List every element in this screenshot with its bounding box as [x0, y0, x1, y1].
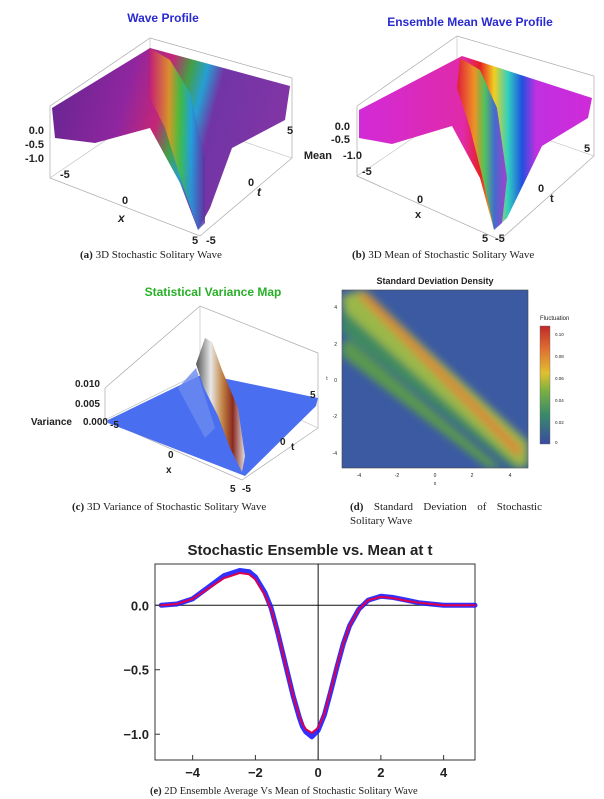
panel-d-cbar-tick-3: 0.04: [555, 398, 564, 403]
panel-d-xlabel: x: [434, 481, 437, 487]
panel-c-ttick-0: -5: [242, 484, 251, 495]
panel-e-xtick-label: 4: [440, 765, 448, 780]
panel-d-caption-label: (d): [350, 501, 364, 513]
panel-d-ytick-1: 2: [334, 342, 337, 348]
panel-e-ytick-label: −0.5: [123, 663, 149, 678]
panel-a-surface: Wave Profile 0.0 -0.5 -1.0 -5 0 5 x -5 0…: [25, 11, 293, 247]
panel-a-xlabel: x: [117, 211, 126, 225]
panel-d-heatmap: Standard Deviation Density -4 -2 0 2 4 x…: [326, 276, 569, 487]
panel-d-caption: (d) Standard Deviation of Stochastic Sol…: [350, 500, 542, 528]
panel-a-ztick-2: -1.0: [25, 153, 44, 165]
panel-e-frame: [154, 563, 476, 761]
panel-b-ttick-1: 0: [538, 183, 544, 195]
panel-d-cbar-tick-2: 0.06: [555, 376, 564, 381]
panel-b-caption-text: 3D Mean of Stochastic Solitary Wave: [368, 249, 535, 261]
panel-b-xlabel: x: [415, 209, 422, 221]
panel-d-ylabel: t: [326, 376, 328, 382]
panel-d-xtick-3: 2: [471, 473, 474, 479]
panel-c-ztick-1: 0.005: [75, 399, 100, 410]
panel-c-ttick-2: 5: [310, 390, 316, 401]
panel-c-surface: Statistical Variance Map 0.010 0.005 0.0…: [31, 285, 319, 495]
panel-a-ztick-1: -0.5: [25, 139, 44, 151]
panel-c-caption: (c) 3D Variance of Stochastic Solitary W…: [72, 500, 312, 514]
panel-c-ztick-2: 0.000: [83, 417, 108, 428]
panel-e-xtick-label: −4: [185, 765, 201, 780]
panel-c-tlabel: t: [291, 442, 295, 453]
panel-e-series-mean: [160, 572, 476, 734]
panel-b-ztick-1: -0.5: [331, 134, 350, 146]
panel-c-zlabel: Variance: [31, 417, 73, 428]
panel-d-cbar-tick-5: 0: [555, 440, 558, 445]
panel-a-xtick-2: 5: [192, 235, 198, 247]
panel-a-ttick-0: -5: [206, 235, 216, 247]
panel-c-variance-ridge: [196, 338, 245, 472]
panel-e-caption: (e) 2D Ensemble Average Vs Mean of Stoch…: [150, 785, 480, 799]
panel-c-xlabel: x: [166, 465, 172, 476]
panel-b-xtick-1: 0: [417, 194, 423, 206]
panel-d-xtick-2: 0: [434, 473, 437, 479]
panel-c-ttick-1: 0: [280, 437, 286, 448]
panel-b-soliton-trough: [457, 58, 507, 230]
panel-b-surface: Ensemble Mean Wave Profile 0.0 -0.5 -1.0…: [304, 15, 595, 245]
panel-d-cbar-tick-0: 0.10: [555, 332, 564, 337]
panel-a-caption: (a) 3D Stochastic Solitary Wave: [80, 248, 280, 262]
panel-b-ttick-0: -5: [495, 233, 505, 245]
panel-b-xtick-2: 5: [482, 233, 488, 245]
panel-b-tlabel: t: [550, 193, 554, 205]
panel-b-title: Ensemble Mean Wave Profile: [387, 15, 553, 29]
panel-d-ytick-3: -2: [333, 414, 338, 420]
panel-d-cbar-tick-4: 0.02: [555, 420, 564, 425]
panel-d-xtick-1: -2: [395, 473, 400, 479]
panel-d-band-lower: [342, 340, 502, 468]
panel-a-ztick-0: 0.0: [29, 125, 44, 137]
panel-e-title: Stochastic Ensemble vs. Mean at t: [187, 542, 432, 559]
panel-a-ttick-2: 5: [287, 125, 293, 137]
panel-e-caption-text: 2D Ensemble Average Vs Mean of Stochasti…: [164, 786, 418, 797]
panel-e-ytick-label: −1.0: [123, 727, 149, 742]
panel-b-ztick-0: 0.0: [335, 121, 350, 133]
panel-d-ytick-0: 4: [334, 305, 337, 311]
panel-d-caption-text: Standard Deviation of Stochastic Solitar…: [350, 501, 542, 527]
panel-b-caption-label: (b): [352, 249, 366, 261]
panel-c-xtick-0: -5: [110, 420, 119, 431]
panel-a-title: Wave Profile: [127, 11, 199, 25]
panel-d-ytick-4: -4: [333, 451, 338, 457]
panel-c-ztick-0: 0.010: [75, 379, 100, 390]
panel-e-line-chart: Stochastic Ensemble vs. Mean at t −4 −2 0 2…: [123, 542, 478, 780]
panel-d-band-core: [356, 294, 522, 458]
panel-a-caption-text: 3D Stochastic Solitary Wave: [95, 249, 222, 261]
panel-b-zlabel: Mean: [304, 150, 332, 162]
panel-d-band-mid: [342, 290, 528, 468]
panel-d-cbar-tick-1: 0.08: [555, 354, 564, 359]
panel-d-xtick-0: -4: [357, 473, 362, 479]
panel-a-xtick-1: 0: [122, 195, 128, 207]
panel-c-ridge-shade: [178, 368, 215, 438]
panel-b-ztick-2: -1.0: [343, 150, 362, 162]
panel-c-caption-text: 3D Variance of Stochastic Solitary Wave: [86, 501, 267, 513]
panel-e-xtick-label: −2: [248, 765, 263, 780]
panel-d-title: Standard Deviation Density: [376, 276, 493, 286]
panel-c-xtick-2: 5: [230, 484, 236, 495]
panel-c-title: Statistical Variance Map: [145, 285, 282, 299]
panel-e-ytick-label: 0.0: [131, 598, 149, 613]
panel-d-ytick-2: 0: [334, 378, 337, 384]
panel-d-xtick-4: 4: [509, 473, 512, 479]
panel-c-xtick-1: 0: [168, 450, 174, 461]
panel-a-caption-label: (a): [80, 249, 93, 261]
panel-b-caption: (b) 3D Mean of Stochastic Solitary Wave: [352, 248, 592, 262]
panel-b-xtick-0: -5: [362, 166, 372, 178]
panel-a-tlabel: t: [257, 185, 262, 199]
panel-c-caption-label: (c): [72, 501, 85, 513]
panel-e-xtick-label: 0: [315, 765, 322, 780]
panel-a-soliton-trough: [150, 48, 205, 230]
panel-d-colorbar: [539, 325, 551, 445]
panel-a-xtick-0: -5: [60, 169, 70, 181]
panel-e-caption-label: (e): [150, 786, 162, 797]
panel-d-colorbar-label: Fluctuation: [540, 316, 569, 322]
panel-a-ttick-1: 0: [248, 177, 254, 189]
panel-b-ttick-2: 5: [584, 143, 590, 155]
panel-e-xtick-label: 2: [377, 765, 384, 780]
